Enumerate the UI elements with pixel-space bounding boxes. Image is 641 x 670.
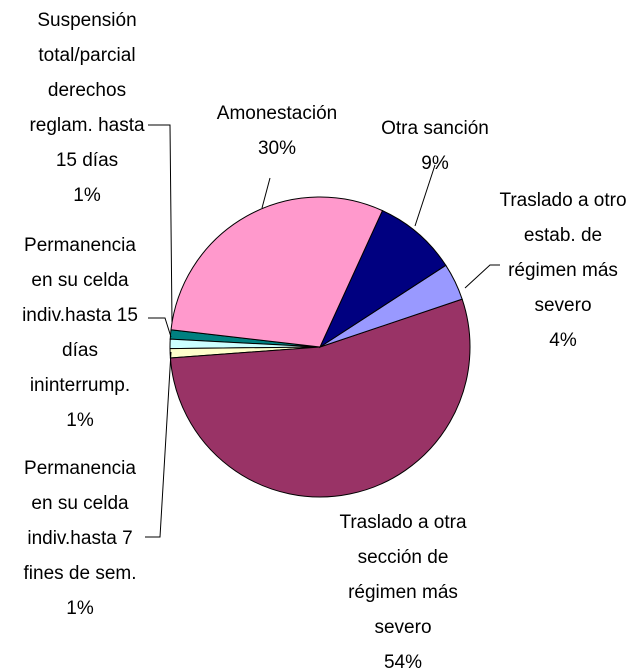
leader-line [261, 177, 271, 209]
slice-name: Permanencia en su celda indiv.hasta 7 fi… [23, 457, 137, 584]
leader-line [464, 264, 500, 289]
leader-line [148, 124, 173, 323]
slice-value: 4% [549, 329, 577, 351]
slice-label: Traslado a otro estab. de régimen más se… [473, 183, 641, 358]
slice-value: 9% [421, 152, 449, 174]
slice-label: Traslado a otra sección de régimen más s… [313, 505, 493, 670]
leader-line [145, 351, 172, 538]
leader-line [414, 164, 436, 227]
slice-value: 30% [257, 137, 297, 159]
slice-name: Permanencia en su celda indiv.hasta 15 d… [22, 234, 138, 396]
slice-value: 54% [383, 651, 423, 670]
slice-name: Otra sanción [381, 117, 489, 139]
pie-slice [169, 298, 471, 498]
slice-label: Amonestación 30% [187, 96, 367, 166]
slice-name: Traslado a otra sección de régimen más s… [339, 511, 467, 638]
slice-label: Otra sanción 9% [345, 111, 525, 181]
slice-label: Permanencia en su celda indiv.hasta 7 fi… [0, 451, 170, 626]
leader-line [148, 317, 172, 338]
slice-label: Suspensión total/parcial derechos reglam… [0, 3, 177, 213]
slice-label: Permanencia en su celda indiv.hasta 15 d… [0, 228, 170, 438]
slice-name: Traslado a otro estab. de régimen más se… [499, 189, 627, 316]
leader-lines [145, 124, 500, 538]
pie-slice [318, 209, 447, 349]
slice-value: 1% [73, 184, 101, 206]
slice-value: 1% [66, 597, 94, 619]
pie-slice [170, 196, 384, 348]
slice-name: Amonestación [216, 102, 338, 124]
slice-value: 1% [66, 409, 94, 431]
slice-name: Suspensión total/parcial derechos reglam… [29, 9, 145, 171]
